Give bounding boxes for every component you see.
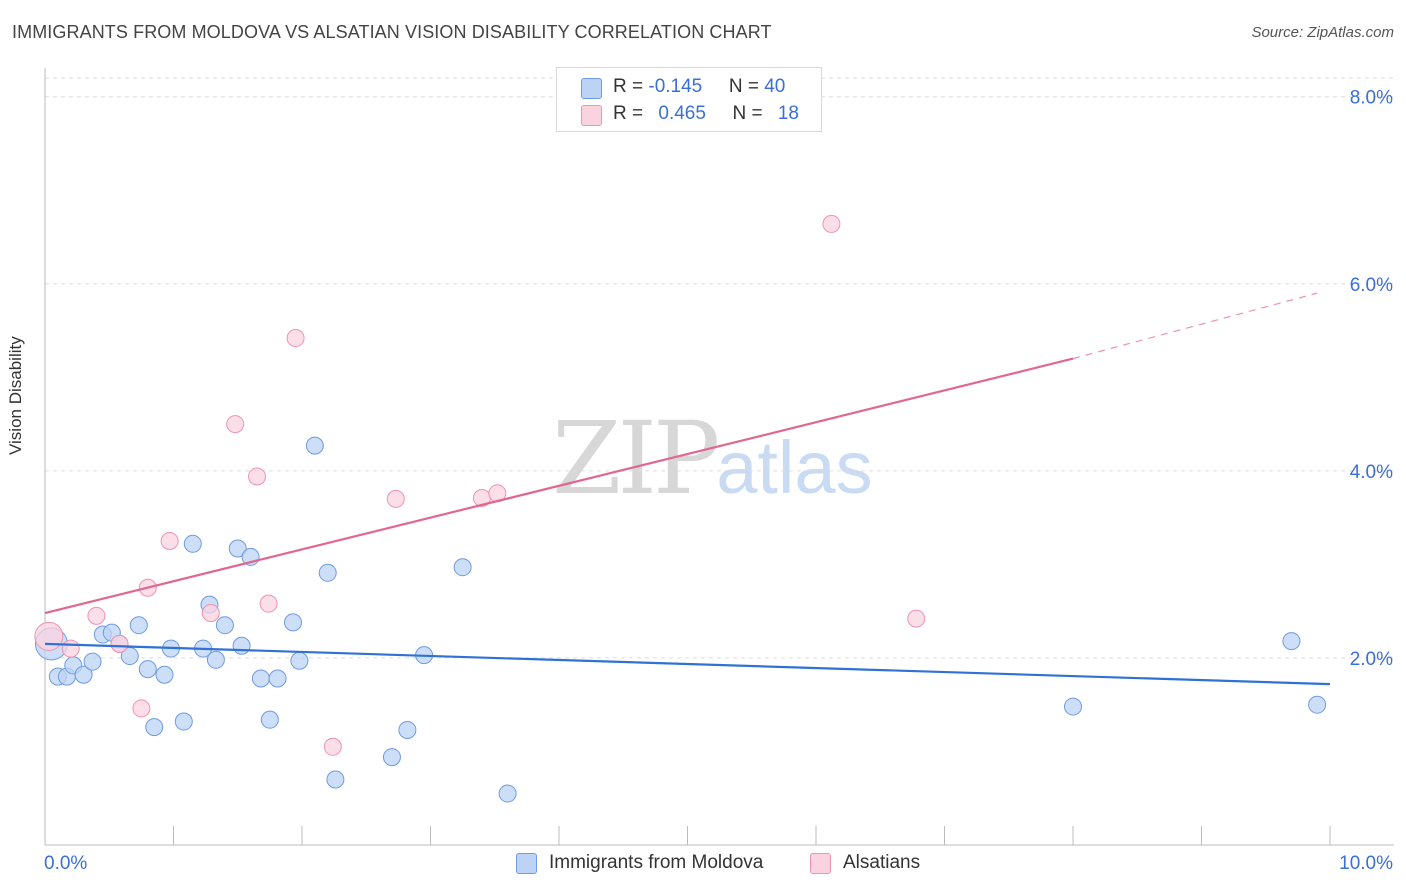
legend-text-alsatians: R = 0.465 N = 18 xyxy=(613,103,799,124)
bottom-legend-swatch-moldova xyxy=(516,852,537,874)
bottom-legend-moldova: Immigrants from Moldova xyxy=(516,852,763,874)
alsatians-point-13 xyxy=(386,489,405,508)
legend-swatch-moldova xyxy=(581,78,602,99)
alsatians-point-2 xyxy=(87,606,106,625)
alsatians-trend-extension xyxy=(1072,292,1318,360)
moldova-point-13 xyxy=(155,665,174,684)
moldova-point-12 xyxy=(145,718,164,737)
moldova-point-21 xyxy=(228,539,247,558)
moldova-point-11 xyxy=(138,660,157,679)
x-tick-label-0: 0.0% xyxy=(44,853,87,874)
moldova-point-4 xyxy=(74,665,93,684)
bottom-legend-label-moldova: Immigrants from Moldova xyxy=(549,852,764,873)
moldova-point-31 xyxy=(326,770,345,789)
moldova-point-30 xyxy=(318,563,337,582)
moldova-point-37 xyxy=(1064,697,1082,716)
moldova-point-39 xyxy=(1308,695,1327,714)
legend-swatch-alsatians xyxy=(581,105,602,126)
alsatians-point-9 xyxy=(248,467,267,486)
legend-text-moldova: R = -0.145 N = 40 xyxy=(613,76,786,97)
moldova-point-35 xyxy=(453,558,472,577)
alsatians-point-11 xyxy=(286,329,305,348)
y-tick-label-1: 4.0% xyxy=(1350,462,1393,483)
alsatians-point-8 xyxy=(226,415,245,434)
moldova-trend-line xyxy=(44,642,1331,686)
bottom-legend-swatch-alsatians xyxy=(810,852,831,874)
alsatians-point-16 xyxy=(907,609,926,628)
moldova-point-33 xyxy=(398,720,417,739)
alsatians-point-0 xyxy=(34,621,64,651)
moldova-point-29 xyxy=(305,436,324,455)
moldova-point-22 xyxy=(232,636,251,655)
moldova-point-26 xyxy=(268,669,287,688)
moldova-point-5 xyxy=(83,652,102,671)
alsatians-point-3 xyxy=(110,634,129,653)
moldova-point-25 xyxy=(260,710,279,729)
moldova-point-10 xyxy=(129,616,148,635)
alsatians-point-1 xyxy=(61,639,80,658)
moldova-point-28 xyxy=(290,651,309,670)
moldova-point-38 xyxy=(1282,632,1301,651)
y-tick-label-2: 6.0% xyxy=(1350,275,1393,296)
source-note: Source: ZipAtlas.com xyxy=(1251,24,1394,41)
moldova-point-27 xyxy=(284,613,303,632)
y-axis-label: Vision Disability xyxy=(6,336,25,455)
moldova-point-36 xyxy=(498,784,517,803)
legend: R = -0.145 N = 40 R = 0.465 N = 18 xyxy=(556,67,822,132)
chart-title: IMMIGRANTS FROM MOLDOVA VS ALSATIAN VISI… xyxy=(12,22,772,42)
bottom-legend-alsatians: Alsatians xyxy=(810,852,920,874)
x-tick-label-1: 10.0% xyxy=(1339,853,1393,874)
moldova-point-15 xyxy=(174,712,193,731)
alsatians-point-6 xyxy=(160,532,179,551)
moldova-point-16 xyxy=(183,534,202,553)
alsatians-point-10 xyxy=(259,594,278,613)
moldova-point-19 xyxy=(206,650,225,669)
moldova-point-20 xyxy=(215,616,234,635)
alsatians-point-12 xyxy=(323,737,342,756)
alsatians-point-4 xyxy=(132,699,151,718)
y-tick-label-3: 8.0% xyxy=(1350,88,1393,109)
alsatians-point-7 xyxy=(201,604,220,623)
bottom-legend-label-alsatians: Alsatians xyxy=(843,852,921,873)
alsatians-trend-line xyxy=(44,357,1074,615)
moldova-point-32 xyxy=(382,748,401,767)
y-tick-label-0: 2.0% xyxy=(1350,649,1393,670)
moldova-point-24 xyxy=(251,669,270,688)
alsatians-point-17 xyxy=(822,214,841,233)
